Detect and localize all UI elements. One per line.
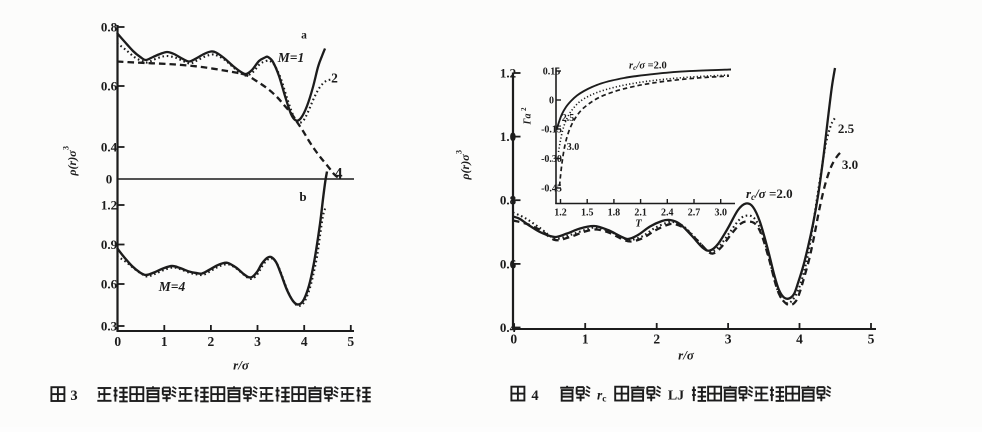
svg-text:1.2: 1.2 (554, 208, 567, 219)
svg-text:Γa: Γa (523, 113, 534, 125)
svg-text:b: b (299, 189, 306, 204)
svg-text:2: 2 (331, 71, 338, 86)
svg-text:0.6: 0.6 (101, 79, 118, 94)
svg-text:rc: rc (597, 388, 606, 405)
svg-text:1.0: 1.0 (500, 129, 516, 144)
svg-text:1: 1 (582, 332, 589, 347)
svg-text:1.2: 1.2 (101, 198, 117, 213)
svg-text:3: 3 (70, 388, 77, 404)
svg-text:2.7: 2.7 (688, 208, 701, 219)
svg-text:T: T (635, 219, 642, 230)
svg-text:4: 4 (335, 166, 343, 183)
svg-text:M=1: M=1 (277, 50, 304, 65)
svg-text:0.3: 0.3 (101, 319, 118, 334)
svg-text:0.9: 0.9 (101, 237, 118, 252)
svg-text:3: 3 (455, 150, 464, 154)
svg-text:0.8: 0.8 (500, 193, 517, 208)
svg-text:0.6: 0.6 (101, 277, 118, 292)
svg-text:4: 4 (796, 332, 803, 347)
svg-text:5: 5 (868, 332, 875, 347)
svg-text:2.5: 2.5 (838, 121, 855, 136)
svg-text:r/σ: r/σ (233, 358, 250, 373)
svg-text:rc/σ =2.0: rc/σ =2.0 (746, 186, 793, 202)
svg-text:1: 1 (161, 334, 168, 349)
svg-text:3: 3 (254, 334, 261, 349)
svg-text:1.8: 1.8 (608, 208, 621, 219)
svg-text:M=4: M=4 (158, 279, 186, 294)
svg-text:3.0: 3.0 (714, 208, 727, 219)
svg-text:1.2: 1.2 (500, 66, 516, 81)
svg-text:2.1: 2.1 (634, 208, 647, 219)
svg-text:0.4: 0.4 (500, 320, 517, 335)
svg-text:rc/σ =2.0: rc/σ =2.0 (629, 61, 667, 73)
svg-text:-0.15: -0.15 (541, 125, 562, 136)
svg-text:2: 2 (653, 332, 660, 347)
svg-text:4: 4 (301, 334, 308, 349)
svg-text:2.5: 2.5 (562, 113, 575, 124)
svg-text:2: 2 (208, 334, 215, 349)
svg-text:3.0: 3.0 (567, 142, 580, 153)
svg-text:0.8: 0.8 (101, 20, 118, 35)
svg-text:-0.30: -0.30 (541, 154, 562, 165)
svg-text:1.5: 1.5 (581, 208, 594, 219)
svg-text:0: 0 (106, 172, 113, 187)
svg-text:ρ(r)σ: ρ(r)σ (458, 154, 472, 181)
svg-text:4: 4 (531, 388, 538, 404)
svg-text:0: 0 (510, 332, 517, 347)
svg-text:0.4: 0.4 (101, 140, 118, 155)
svg-text:5: 5 (347, 334, 354, 349)
svg-text:2.4: 2.4 (661, 208, 674, 219)
svg-text:0.6: 0.6 (500, 256, 517, 271)
svg-text:ρ(r)σ: ρ(r)σ (65, 150, 79, 177)
svg-text:-0.45: -0.45 (541, 184, 562, 195)
svg-text:r/σ: r/σ (678, 348, 695, 363)
svg-text:a: a (301, 30, 307, 42)
svg-text:3: 3 (725, 332, 732, 347)
svg-text:3: 3 (62, 146, 71, 150)
svg-text:0: 0 (549, 96, 554, 107)
svg-text:0: 0 (114, 334, 121, 349)
svg-text:3.0: 3.0 (842, 157, 858, 172)
svg-text:2: 2 (520, 107, 528, 111)
svg-text:0.15: 0.15 (543, 67, 561, 78)
svg-text:LJ: LJ (668, 389, 684, 404)
